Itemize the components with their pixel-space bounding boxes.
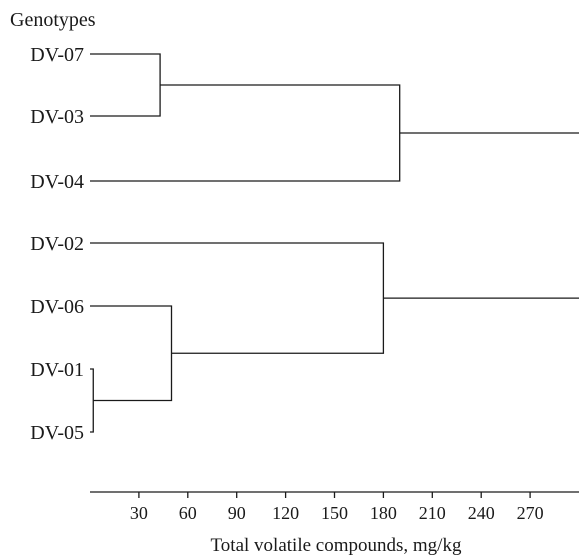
merge-link-1 (90, 53, 161, 117)
leaf-label-dv-06: DV-06 (30, 296, 84, 318)
x-tick-label-240: 240 (468, 503, 495, 523)
x-tick-label-90: 90 (228, 503, 246, 523)
leaf-label-dv-07: DV-07 (30, 44, 84, 66)
leaf-label-dv-03: DV-03 (30, 106, 84, 128)
dendrogram-links (90, 53, 579, 433)
x-tick-label-180: 180 (370, 503, 397, 523)
leaf-label-dv-04: DV-04 (30, 171, 84, 193)
chart-title: Genotypes (10, 9, 96, 31)
x-tick-label-210: 210 (419, 503, 446, 523)
x-tick-label-150: 150 (321, 503, 348, 523)
x-tick-label-60: 60 (179, 503, 197, 523)
leaf-label-dv-05: DV-05 (30, 422, 84, 444)
x-axis-ticks: 30 60 90 120 150 180 210 240 270 (130, 492, 544, 523)
leaf-label-dv-01: DV-01 (30, 359, 84, 381)
merge-link-2 (90, 84, 401, 182)
leaf-label-dv-02: DV-02 (30, 233, 84, 255)
merge-link-5 (90, 242, 385, 354)
merge-link-4 (90, 305, 173, 402)
x-tick-label-30: 30 (130, 503, 148, 523)
x-axis-title: Total volatile compounds, mg/kg (211, 535, 462, 556)
x-tick-label-120: 120 (272, 503, 299, 523)
leaf-labels: DV-07 DV-03 DV-04 DV-02 DV-06 DV-01 DV-05 (30, 44, 84, 444)
merge-link-3 (90, 368, 94, 433)
x-tick-label-270: 270 (517, 503, 544, 523)
